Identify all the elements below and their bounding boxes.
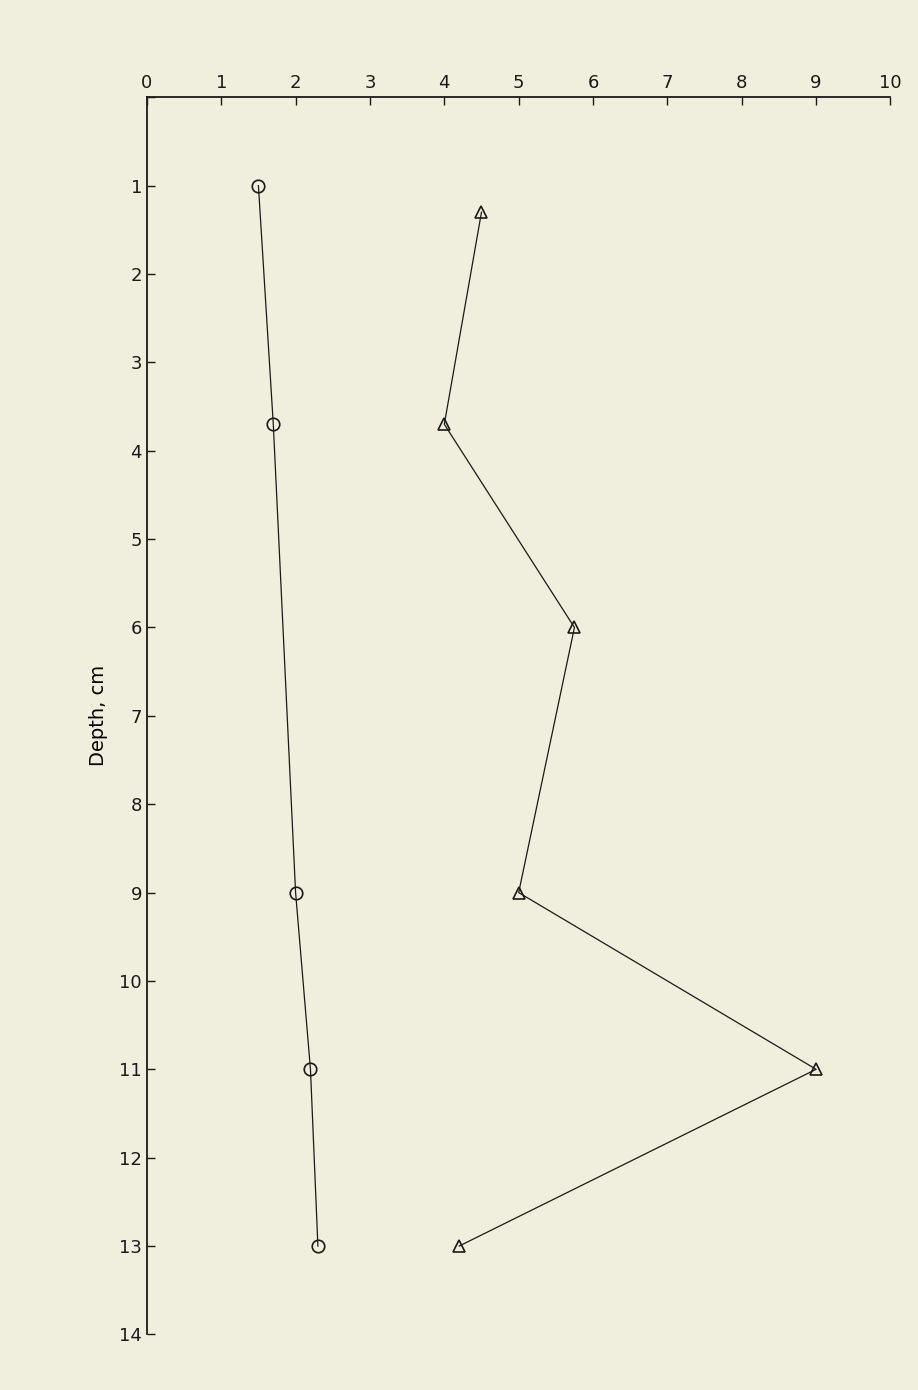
Y-axis label: Depth, cm: Depth, cm: [89, 666, 108, 766]
